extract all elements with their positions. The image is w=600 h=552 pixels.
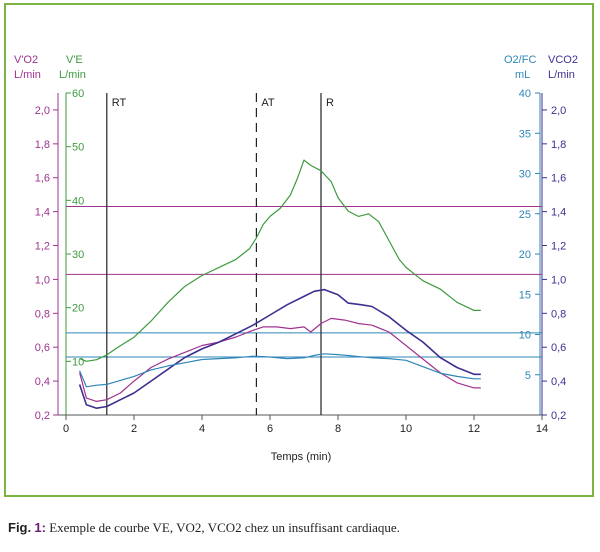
vo2-tick-label: 1,2 — [35, 241, 50, 253]
vco2-tick-label: 1,6 — [551, 173, 566, 185]
vco2-axis-unit: L/min — [548, 69, 575, 81]
reference-lines — [66, 206, 542, 358]
vco2-tick-label: 0,2 — [551, 410, 566, 422]
o2fc-axis-unit: mL — [515, 69, 530, 81]
vco2-tick-label: 1,2 — [551, 241, 566, 253]
marker-label-r: R — [326, 97, 334, 109]
figure-frame: V'O2 L/min V'E L/min O2/FC mL VCO2 L/min… — [4, 3, 594, 497]
o2fc-tick-label: 35 — [519, 128, 531, 140]
ve-tick-label: 40 — [72, 195, 84, 207]
x-tick-label: 4 — [199, 423, 205, 435]
o2fc-tick-label: 40 — [519, 88, 531, 100]
ve-tick-label: 60 — [72, 88, 84, 100]
vo2-tick-label: 2,0 — [35, 105, 50, 117]
vo2-tick-label: 0,8 — [35, 308, 50, 320]
series-lines — [78, 159, 481, 410]
o2fc-tick-label: 10 — [519, 330, 531, 342]
vo2-series-line — [79, 317, 481, 402]
vco2-tick-label: 0,6 — [551, 342, 566, 354]
event-markers: RT AT R — [106, 93, 334, 415]
marker-label-rt: RT — [112, 97, 127, 109]
marker-label-at: AT — [261, 97, 275, 109]
o2fc-tick-label: 5 — [525, 370, 531, 382]
x-tick-label: 0 — [63, 423, 69, 435]
x-tick-label: 8 — [335, 423, 341, 435]
o2fc-tick-label: 15 — [519, 289, 531, 301]
vo2-tick-label: 1,0 — [35, 274, 50, 286]
o2fc-tick-label: 25 — [519, 209, 531, 221]
vo2-tick-label: 1,8 — [35, 139, 50, 151]
tick-labels: 0 2 4 6 8 10 12 140,20,40,60,81,01,21,41,61,82,… — [35, 88, 567, 435]
caption-number: 1 — [34, 520, 42, 535]
ve-tick-label: 10 — [72, 356, 84, 368]
vco2-tick-label: 0,4 — [551, 376, 566, 388]
ve-tick-label: 30 — [72, 249, 84, 261]
x-tick-label: 10 — [400, 423, 412, 435]
x-axis-label: Temps (min) — [271, 451, 332, 463]
o2fc-series-line — [79, 353, 481, 388]
o2fc-axis-title: O2/FC — [504, 54, 536, 66]
ve-axis-unit: L/min — [59, 69, 86, 81]
x-tick-label: 14 — [536, 423, 548, 435]
vco2-tick-label: 1,8 — [551, 139, 566, 151]
o2fc-tick-label: 30 — [519, 169, 531, 181]
vco2-series-line — [78, 288, 481, 410]
vo2-tick-label: 0,4 — [35, 376, 50, 388]
chart: V'O2 L/min V'E L/min O2/FC mL VCO2 L/min… — [14, 54, 578, 463]
vco2-tick-label: 2,0 — [551, 105, 566, 117]
caption-label: Fig. — [8, 520, 32, 535]
ve-series-line — [79, 159, 481, 362]
vco2-axis-title: VCO2 — [548, 54, 578, 66]
o2fc-tick-label: 20 — [519, 249, 531, 261]
figure-caption: Fig. 1: Exemple de courbe VE, VO2, VCO2 … — [8, 520, 400, 536]
vco2-tick-label: 1,4 — [551, 207, 566, 219]
vo2-tick-label: 0,6 — [35, 342, 50, 354]
vco2-tick-label: 1,0 — [551, 274, 566, 286]
vo2-tick-label: 1,6 — [35, 173, 50, 185]
vo2-tick-label: 0,2 — [35, 410, 50, 422]
x-tick-label: 6 — [267, 423, 273, 435]
vco2-tick-label: 0,8 — [551, 308, 566, 320]
ve-tick-label: 50 — [72, 142, 84, 154]
x-tick-label: 2 — [131, 423, 137, 435]
x-tick-label: 12 — [468, 423, 480, 435]
caption-colon: : — [41, 520, 46, 535]
caption-text: Exemple de courbe VE, VO2, VCO2 chez un … — [49, 520, 400, 535]
ve-axis-title: V'E — [66, 54, 83, 66]
vo2-axis-title: V'O2 — [14, 54, 38, 66]
vo2-tick-label: 1,4 — [35, 207, 50, 219]
ve-tick-label: 20 — [72, 303, 84, 315]
vo2-axis-unit: L/min — [14, 69, 41, 81]
